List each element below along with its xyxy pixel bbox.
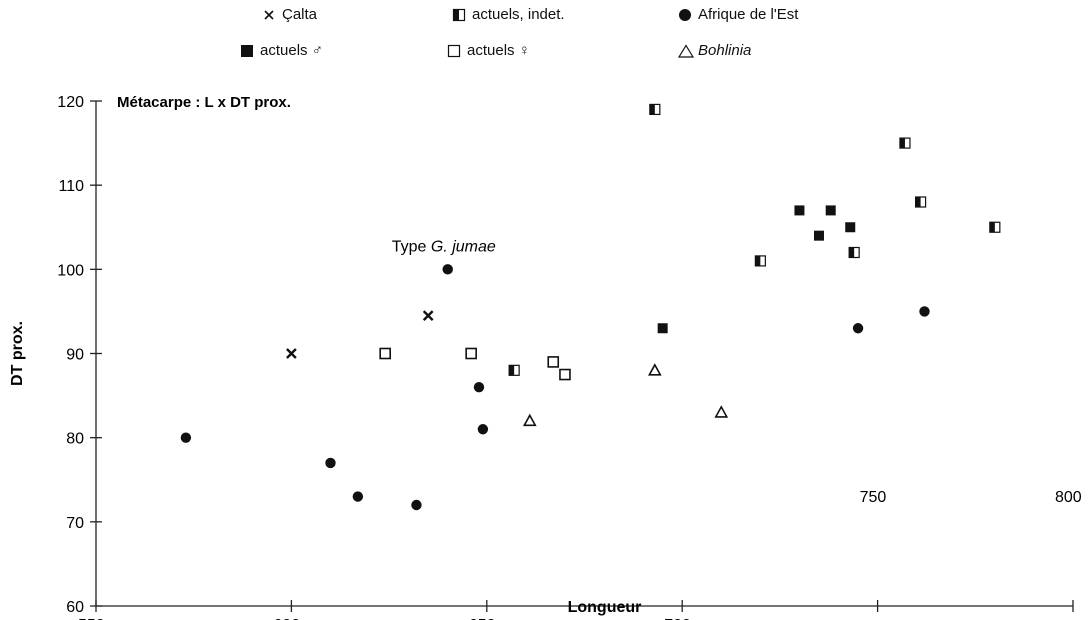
data-point-half-square: [914, 196, 927, 208]
y-tick-label: 100: [57, 262, 84, 279]
y-tick-label: 80: [66, 431, 84, 448]
data-point-triangle-open: [522, 413, 537, 427]
x-tick-label: 800: [1055, 489, 1082, 506]
y-axis-label: DT prox.: [9, 321, 26, 386]
chart-title: Métacarpe : L x DT prox.: [117, 94, 291, 111]
x-tick-label: 550: [78, 617, 105, 620]
data-point-half-square: [508, 364, 520, 376]
legend-label: Afrique de l'Est: [698, 6, 799, 23]
legend-marker-half-square-icon: [452, 8, 466, 22]
legend-label: actuels ♂: [260, 42, 323, 59]
data-point-triangle-open: [647, 363, 662, 376]
y-tick-label: 120: [57, 94, 84, 111]
legend-item-calta: Çalta: [262, 6, 317, 23]
data-point-circle: [180, 432, 192, 443]
data-point-square-open: [559, 368, 571, 381]
data-point-half-square: [899, 137, 911, 149]
legend-label: actuels ♀: [467, 42, 530, 59]
legend-marker-square-open-icon: [447, 44, 461, 58]
legend-item-afrique: Afrique de l'Est: [678, 6, 798, 23]
legend-marker-circle-icon: [678, 8, 692, 22]
y-tick-label: 90: [66, 347, 84, 364]
x-axis-label: Longueur: [568, 599, 642, 616]
y-tick-label: 110: [58, 178, 84, 195]
data-point-circle: [473, 381, 485, 393]
data-point-square-filled: [825, 205, 836, 216]
data-point-circle: [852, 323, 864, 334]
data-point-half-square: [848, 246, 860, 259]
x-tick-label: 700: [664, 617, 691, 620]
data-point-half-square: [754, 255, 766, 267]
legend: Çalta actuels, indet. Afrique de l'Est actu…: [0, 0, 1092, 70]
data-point-x: [422, 310, 434, 321]
y-tick-label: 70: [66, 515, 84, 532]
data-point-half-square: [989, 221, 1001, 233]
legend-marker-square-filled-icon: [240, 44, 254, 58]
y-tick-label: 60: [66, 599, 84, 616]
data-point-circle: [442, 264, 453, 275]
data-point-square-open: [379, 347, 391, 360]
legend-item-indet: actuels, indet.: [452, 6, 565, 23]
legend-label: Bohlinia: [698, 42, 752, 59]
x-tick-label: 650: [469, 617, 496, 620]
legend-label: Çalta: [282, 6, 318, 23]
x-tick-label: 750: [860, 489, 887, 506]
data-point-circle: [411, 499, 422, 511]
data-point-square-filled: [657, 323, 668, 334]
data-point-x: [286, 348, 297, 359]
x-tick-label: 600: [273, 617, 300, 620]
legend-item-bohlinia: Bohlinia: [677, 42, 752, 59]
annotation-type-g-jumae: Type G. jumae: [392, 238, 496, 255]
data-point-circle: [477, 424, 489, 435]
data-point-circle: [919, 306, 930, 317]
data-point-square-open: [547, 356, 560, 368]
data-point-square-filled: [794, 205, 805, 216]
data-point-circle: [325, 457, 336, 469]
data-point-half-square: [649, 103, 661, 116]
legend-marker-x-icon: [262, 8, 276, 22]
legend-marker-triangle-open-icon: [677, 43, 695, 58]
legend-label: actuels, indet.: [472, 6, 565, 23]
data-point-square-filled: [845, 222, 856, 233]
legend-item-male: actuels ♂: [240, 42, 323, 59]
legend-item-female: actuels ♀: [447, 42, 530, 59]
data-point-square-filled: [813, 230, 824, 241]
data-point-triangle-open: [714, 405, 729, 418]
data-point-circle: [352, 491, 364, 502]
data-point-square-open: [465, 347, 477, 360]
